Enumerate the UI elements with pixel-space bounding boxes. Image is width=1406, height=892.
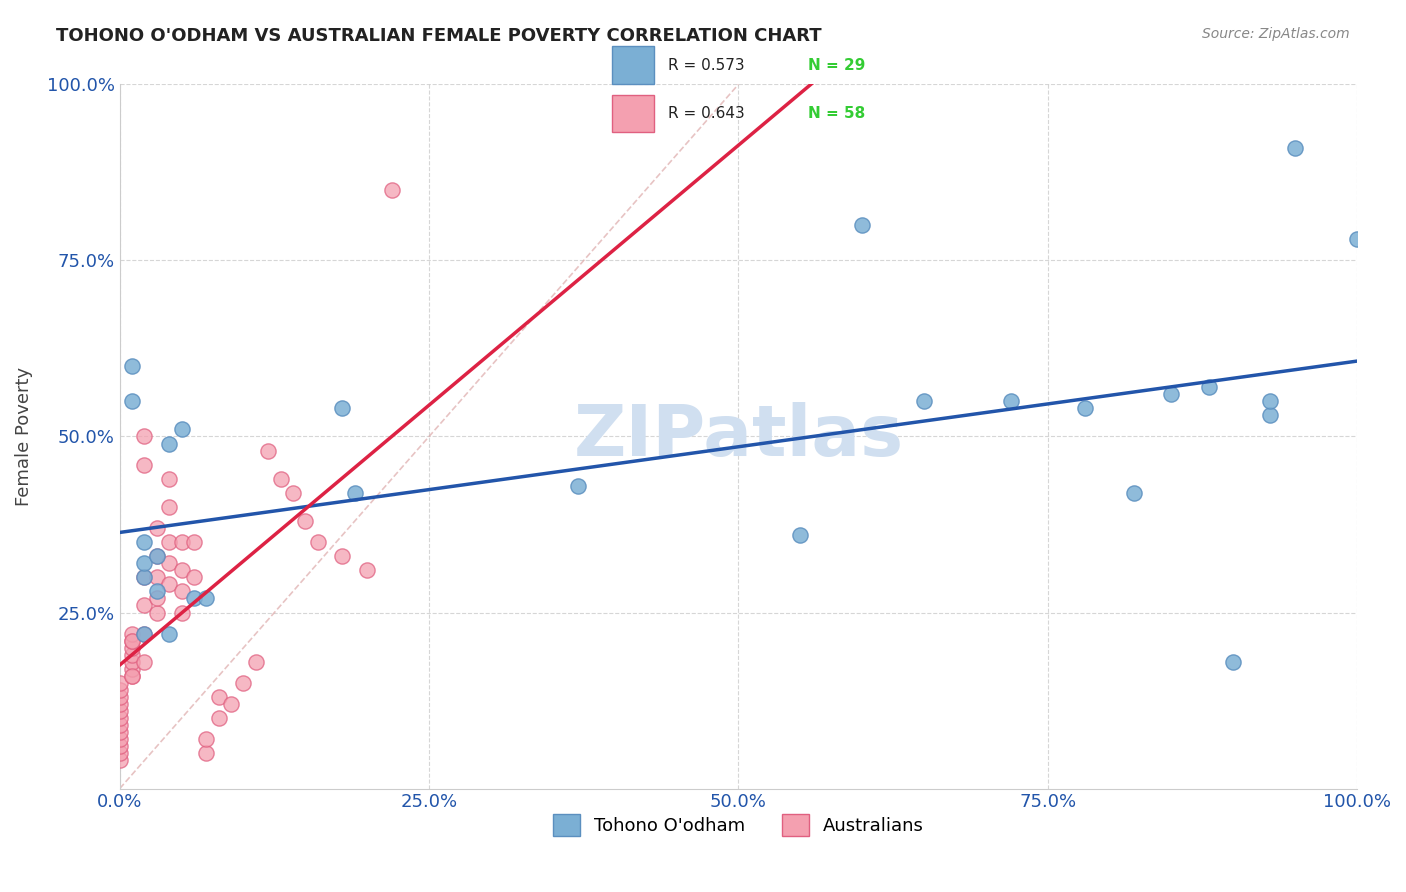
Point [1000, 394, 1022, 409]
Point [170, 584, 193, 599]
Point [121, 655, 143, 669]
Point [183, 591, 205, 606]
Point [108, 704, 131, 718]
Point [108, 739, 131, 754]
Text: R = 0.573: R = 0.573 [668, 58, 744, 73]
Text: ZIPatlas: ZIPatlas [574, 402, 904, 471]
Point [851, 219, 873, 233]
Point [134, 626, 156, 640]
Point [157, 556, 180, 570]
Point [121, 394, 143, 409]
Y-axis label: Female Poverty: Female Poverty [15, 367, 32, 506]
Point [195, 732, 218, 747]
Point [281, 485, 304, 500]
Point [108, 711, 131, 725]
Point [108, 747, 131, 761]
Point [134, 626, 156, 640]
Point [121, 669, 143, 683]
Point [146, 591, 169, 606]
Point [146, 570, 169, 584]
Point [157, 626, 180, 640]
Point [307, 535, 329, 549]
Point [789, 528, 811, 542]
Point [567, 479, 589, 493]
Point [134, 556, 156, 570]
Point [108, 725, 131, 739]
Point [170, 535, 193, 549]
FancyBboxPatch shape [612, 46, 654, 84]
Point [157, 577, 180, 591]
Text: R = 0.643: R = 0.643 [668, 106, 745, 121]
Point [170, 563, 193, 577]
Point [108, 690, 131, 704]
Point [146, 606, 169, 620]
Point [1160, 387, 1182, 401]
Point [332, 401, 354, 416]
Point [381, 183, 404, 197]
Text: N = 29: N = 29 [808, 58, 866, 73]
Point [134, 429, 156, 443]
Point [146, 521, 169, 535]
Point [146, 549, 169, 564]
Point [1260, 394, 1282, 409]
Point [208, 711, 231, 725]
Point [146, 584, 169, 599]
Point [208, 690, 231, 704]
Point [121, 669, 143, 683]
Point [1284, 141, 1306, 155]
Point [108, 697, 131, 711]
Point [170, 422, 193, 436]
Text: Source: ZipAtlas.com: Source: ZipAtlas.com [1202, 27, 1350, 41]
Legend: Tohono O'odham, Australians: Tohono O'odham, Australians [546, 806, 931, 843]
Point [1222, 655, 1244, 669]
Point [157, 535, 180, 549]
Point [232, 676, 254, 690]
Point [195, 747, 218, 761]
Point [121, 626, 143, 640]
Point [183, 535, 205, 549]
Point [146, 549, 169, 564]
Point [343, 485, 366, 500]
Point [195, 591, 218, 606]
Point [1074, 401, 1097, 416]
Text: TOHONO O'ODHAM VS AUSTRALIAN FEMALE POVERTY CORRELATION CHART: TOHONO O'ODHAM VS AUSTRALIAN FEMALE POVE… [56, 27, 823, 45]
Point [108, 732, 131, 747]
Point [121, 662, 143, 676]
Point [1198, 380, 1220, 394]
Point [245, 655, 267, 669]
Point [108, 682, 131, 697]
Point [121, 359, 143, 373]
Point [912, 394, 935, 409]
Point [134, 655, 156, 669]
Point [134, 458, 156, 472]
Point [134, 570, 156, 584]
Point [170, 606, 193, 620]
Text: N = 58: N = 58 [808, 106, 866, 121]
Point [108, 753, 131, 767]
Point [157, 472, 180, 486]
Point [257, 443, 280, 458]
Point [332, 549, 354, 564]
Point [270, 472, 292, 486]
Point [157, 436, 180, 450]
Point [356, 563, 378, 577]
Point [183, 570, 205, 584]
Point [121, 640, 143, 655]
Point [121, 633, 143, 648]
Point [134, 535, 156, 549]
Point [1123, 485, 1146, 500]
Point [134, 570, 156, 584]
FancyBboxPatch shape [612, 95, 654, 132]
Point [219, 697, 242, 711]
Point [1260, 409, 1282, 423]
Point [121, 633, 143, 648]
Point [108, 718, 131, 732]
Point [1346, 232, 1368, 246]
Point [157, 500, 180, 514]
Point [121, 648, 143, 662]
Point [108, 676, 131, 690]
Point [294, 514, 316, 528]
Point [134, 599, 156, 613]
